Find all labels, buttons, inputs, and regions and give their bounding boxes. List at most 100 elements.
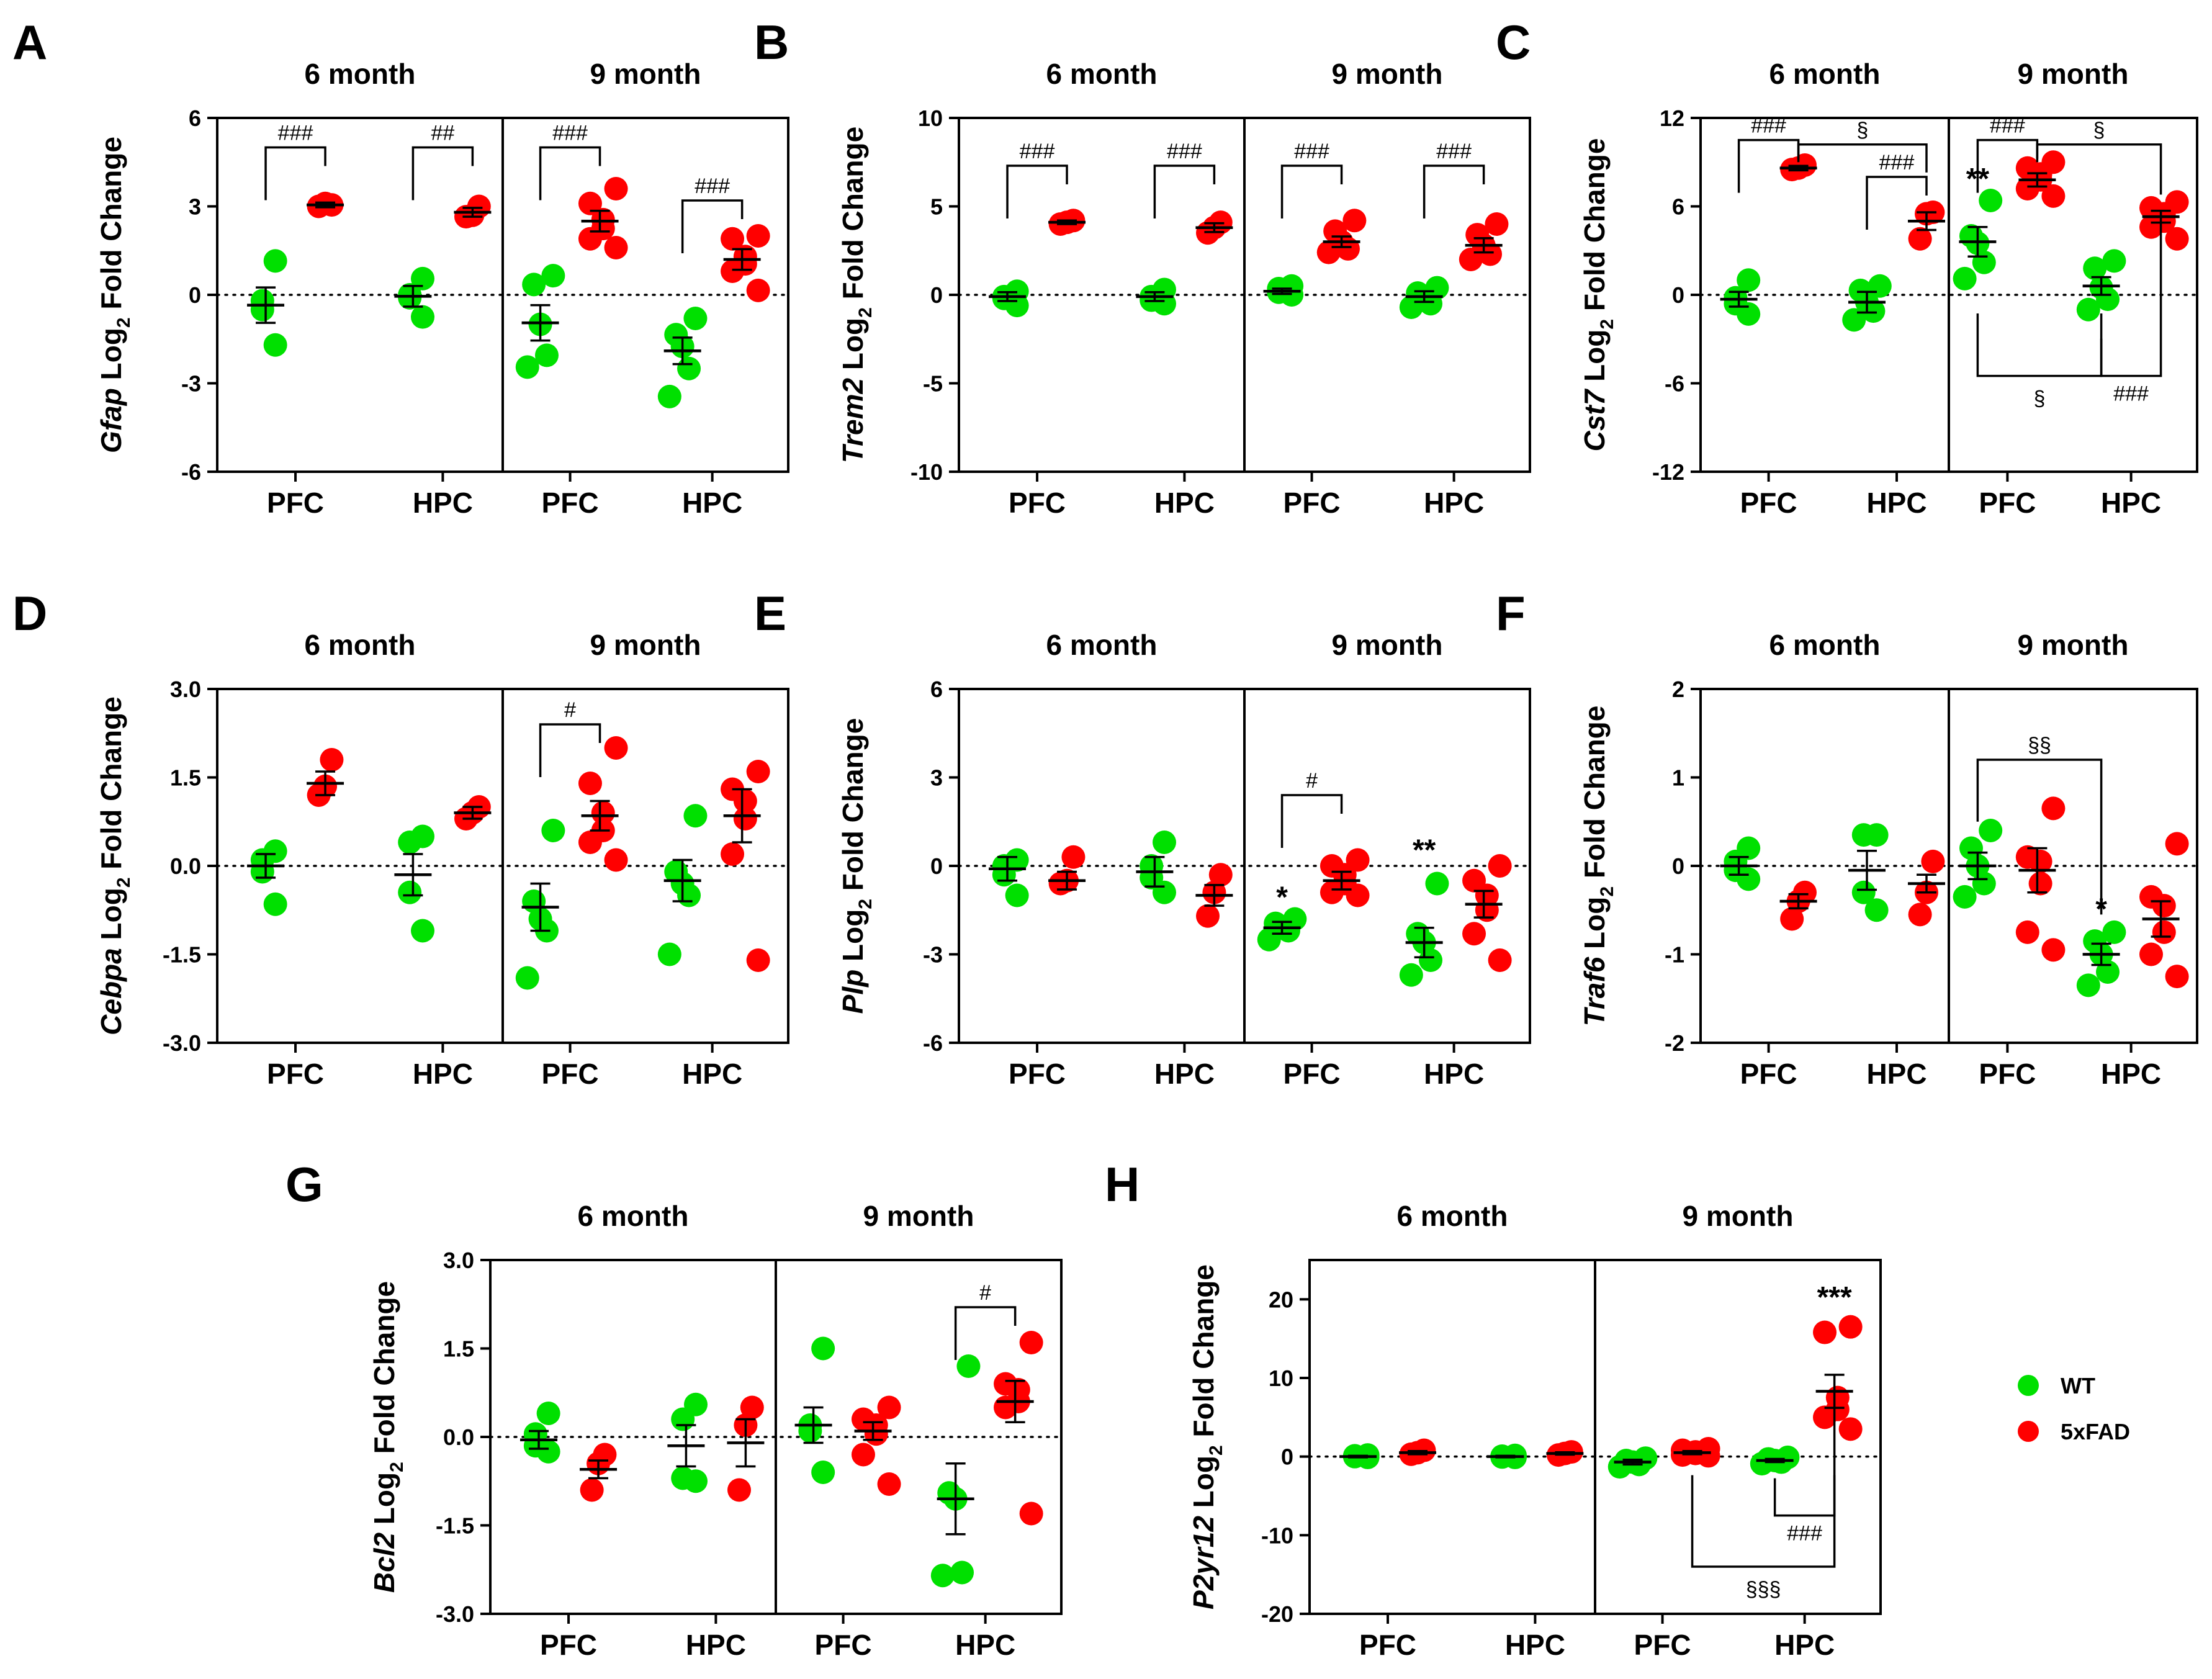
wt-data-point bbox=[956, 1354, 981, 1378]
wt-data-point bbox=[798, 1419, 822, 1443]
y-axis-label-subscript: 2 bbox=[855, 307, 876, 318]
wt-data-point bbox=[811, 1461, 835, 1484]
wt-data-point bbox=[263, 333, 287, 357]
significance-bracket bbox=[539, 146, 601, 200]
significance-label: ### bbox=[1167, 140, 1202, 163]
panel-d: D 6 month 9 month 3.0 1.5 0.0 -1.5 -3.0 PFC HPC PF… bbox=[12, 586, 789, 1090]
wt-data-point bbox=[1005, 294, 1029, 318]
y-tick-label: -5 bbox=[923, 371, 943, 397]
5xfad-data-point bbox=[2139, 215, 2163, 239]
y-tick-label: 10 bbox=[918, 106, 943, 131]
y-tick-label: 1.5 bbox=[170, 765, 201, 791]
wt-data-point bbox=[1750, 1452, 1774, 1476]
x-tick-label: PFC bbox=[1359, 1629, 1416, 1661]
y-tick-label: 6 bbox=[1672, 194, 1684, 220]
significance-bracket bbox=[539, 723, 601, 777]
y-axis-label: Cst7 Log2 Fold Change bbox=[1578, 138, 1617, 452]
y-axis-label-text: Fold Change bbox=[1578, 138, 1611, 319]
wt-data-point bbox=[1851, 880, 1876, 904]
gene-name: Cebpa bbox=[95, 948, 127, 1035]
y-axis-label: Trem2 Log2 Fold Change bbox=[837, 127, 876, 463]
significance-star: ** bbox=[1413, 834, 1436, 867]
wt-data-point bbox=[1005, 883, 1029, 907]
wt-data-point bbox=[2076, 297, 2100, 322]
5xfad-data-point bbox=[1342, 209, 1367, 233]
panel-g: G 6 month 9 month 3.0 1.5 0.0 -1.5 -3.0 PFC HPC PF… bbox=[285, 1157, 1063, 1661]
wt-data-point bbox=[684, 1469, 708, 1493]
panel-h: H 6 month 9 month 20 10 0 -10 -20 PFC HPC PFC HPC P2… bbox=[1105, 1157, 1882, 1661]
y-axis-label: P2yr12 Log2 Fold Change bbox=[1187, 1264, 1226, 1609]
y-axis-label-text: Log bbox=[837, 318, 869, 378]
significance-label: ### bbox=[1751, 114, 1786, 138]
gene-name: Traf6 bbox=[1578, 957, 1611, 1026]
wt-data-point bbox=[671, 1407, 695, 1431]
5xfad-data-point bbox=[578, 227, 602, 251]
y-axis-label-subscript: 2 bbox=[1597, 319, 1617, 330]
wt-data-point bbox=[1425, 871, 1449, 896]
5xfad-data-point bbox=[2152, 920, 2176, 944]
wt-data-point bbox=[950, 1560, 974, 1585]
5xfad-data-point bbox=[721, 259, 745, 283]
y-axis-label-text: Fold Change bbox=[1187, 1264, 1220, 1445]
y-tick-label: 10 bbox=[1269, 1366, 1293, 1391]
wt-data-point bbox=[536, 1402, 560, 1425]
x-tick-label: PFC bbox=[1740, 487, 1797, 519]
period-title: 6 month bbox=[578, 1200, 689, 1232]
period-title: 9 month bbox=[1332, 629, 1443, 661]
gene-name: P2yr12 bbox=[1187, 1516, 1220, 1609]
significance-label: ### bbox=[1294, 140, 1329, 163]
wt-data-point bbox=[534, 343, 559, 367]
y-tick-label: -10 bbox=[910, 459, 943, 485]
y-tick-label: 3 bbox=[189, 194, 201, 220]
5xfad-data-point bbox=[578, 191, 602, 215]
5xfad-data-point bbox=[1908, 227, 1932, 251]
5xfad-data-point bbox=[604, 848, 628, 872]
significance-bracket bbox=[411, 146, 474, 200]
5xfad-data-point bbox=[2015, 920, 2039, 944]
y-axis-label-text: Fold Change bbox=[837, 127, 869, 307]
period-title: 9 month bbox=[590, 629, 701, 661]
x-tick-label: PFC bbox=[1284, 1058, 1341, 1090]
x-tick-label: HPC bbox=[413, 487, 473, 519]
panel-letter: G bbox=[285, 1157, 323, 1212]
x-tick-label: PFC bbox=[1634, 1629, 1691, 1661]
y-axis-label: Bcl2 Log2 Fold Change bbox=[368, 1281, 407, 1593]
wt-data-point bbox=[398, 286, 422, 310]
5xfad-data-point bbox=[2041, 184, 2066, 208]
y-tick-label: -3.0 bbox=[163, 1030, 201, 1056]
y-tick-label: 6 bbox=[930, 677, 943, 702]
wt-data-point bbox=[1153, 880, 1176, 904]
x-tick-label: PFC bbox=[1284, 487, 1341, 519]
significance-bracket bbox=[1866, 176, 1928, 230]
5xfad-data-point bbox=[746, 948, 770, 972]
y-tick-label: 0.0 bbox=[170, 853, 201, 879]
y-axis-label-text: Log bbox=[95, 328, 127, 388]
5xfad-data-point bbox=[1921, 849, 1945, 873]
x-tick-label: PFC bbox=[1740, 1058, 1797, 1090]
wt-data-point bbox=[541, 819, 565, 842]
5xfad-data-point bbox=[733, 789, 757, 813]
x-tick-label: HPC bbox=[1424, 487, 1484, 519]
y-axis-label-text: Log bbox=[1187, 1456, 1220, 1516]
5xfad-data-point bbox=[604, 236, 628, 259]
5xfad-data-point bbox=[1196, 904, 1220, 928]
x-tick-label: HPC bbox=[2101, 1058, 2161, 1090]
5xfad-data-point bbox=[1813, 1320, 1837, 1344]
x-tick-label: PFC bbox=[267, 1058, 324, 1090]
panel-letter: H bbox=[1105, 1157, 1140, 1212]
y-axis-label-subscript: 2 bbox=[855, 899, 876, 909]
significance-label: # bbox=[564, 698, 576, 722]
wt-data-point bbox=[1851, 823, 1876, 847]
5xfad-data-point bbox=[740, 1395, 764, 1420]
5xfad-data-point bbox=[733, 807, 757, 830]
x-tick-label: HPC bbox=[1424, 1058, 1484, 1090]
significance-label: ### bbox=[1436, 140, 1472, 163]
x-tick-label: HPC bbox=[1154, 487, 1215, 519]
wt-data-point bbox=[657, 384, 681, 408]
wt-data-point bbox=[250, 297, 274, 322]
period-title: 6 month bbox=[305, 629, 416, 661]
y-tick-label: -1.5 bbox=[163, 942, 201, 968]
legend-wt-marker bbox=[2018, 1375, 2039, 1396]
wt-data-point bbox=[1972, 250, 1996, 274]
